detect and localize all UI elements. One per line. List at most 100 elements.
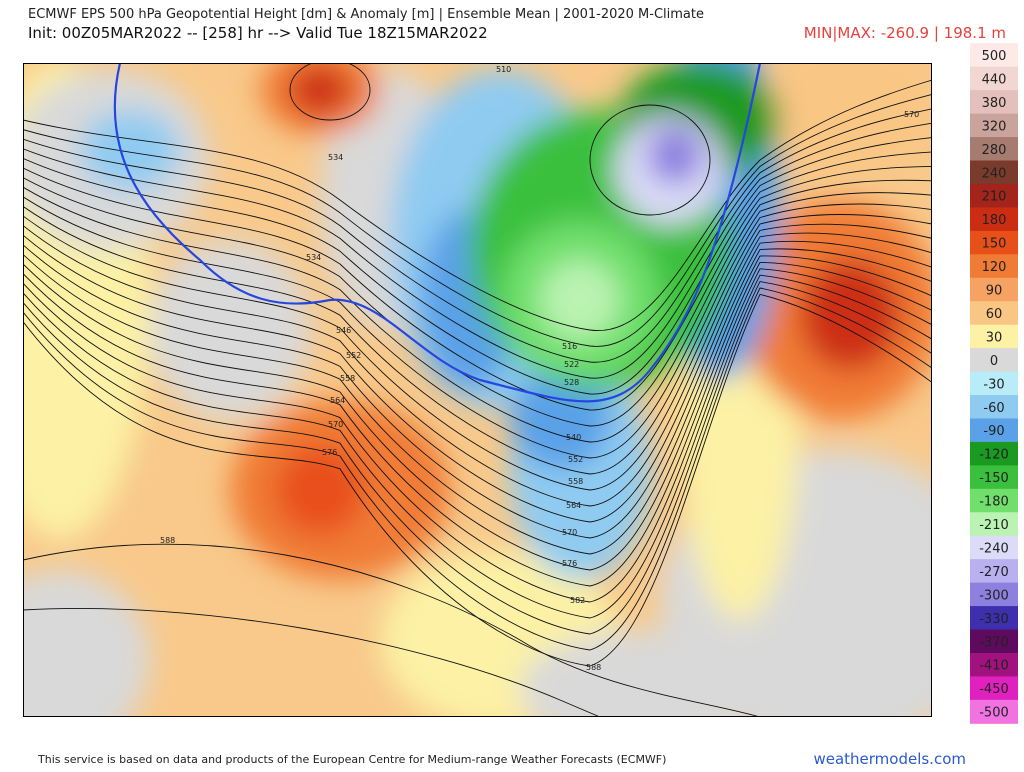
- colorbar-label: -500: [979, 706, 1009, 721]
- contour-line: [23, 261, 932, 587]
- colorbar-cell: [970, 371, 1018, 396]
- contour-label: 528: [564, 378, 579, 387]
- colorbar-cell: [970, 535, 1018, 560]
- colorbar-cell: [970, 113, 1018, 138]
- contour-label: 570: [904, 110, 919, 119]
- contour-labels: 510 534 534 546 552 558 564 570 576 588 …: [160, 65, 919, 672]
- colorbar-cell: [970, 629, 1018, 654]
- colorbar-label: 320: [982, 119, 1007, 134]
- colorbar-label: -300: [979, 588, 1009, 603]
- contours: [23, 63, 932, 717]
- colorbar-label: 240: [982, 166, 1007, 181]
- colorbar-label: -150: [979, 471, 1009, 486]
- contour-label: 588: [586, 663, 601, 672]
- colorbar-cell: [970, 488, 1018, 513]
- contour-label: 588: [160, 536, 175, 545]
- colorbar: 500 440 380 320 280 240 210 180 150 120 90 60 30 0 -30…: [970, 43, 1018, 724]
- colorbar-cell: [970, 512, 1018, 537]
- colorbar-cell: [970, 90, 1018, 115]
- colorbar-label: -330: [979, 612, 1009, 627]
- anomaly-area: [540, 260, 620, 340]
- contour-line: [289, 63, 371, 121]
- anomaly-area: [23, 570, 150, 717]
- contour-label: 582: [570, 596, 585, 605]
- colorbar-cell: [970, 559, 1018, 584]
- contour-label: 564: [566, 501, 581, 510]
- colorbar-cell: [970, 348, 1018, 373]
- colorbar-label: -410: [979, 659, 1009, 674]
- contour-line: [23, 108, 932, 363]
- colorbar-label: 440: [982, 72, 1007, 87]
- site: weathermodels.com: [813, 750, 966, 768]
- contour-label: 546: [336, 326, 351, 335]
- colorbar-cell: [970, 207, 1018, 232]
- colorbar-cell: [970, 395, 1018, 419]
- contour-label: 570: [562, 528, 577, 537]
- contour-line: [23, 203, 932, 475]
- contour-line: [23, 232, 932, 523]
- contour-line: [23, 122, 932, 379]
- colorbar-label: -60: [983, 401, 1004, 416]
- contour-line: [23, 274, 932, 619]
- colorbar-cell: [970, 254, 1018, 279]
- map: 510 534 534 546 552 558 564 570 576 588 …: [23, 63, 932, 717]
- colorbar-cell: [970, 277, 1018, 302]
- contour-line: [23, 293, 932, 667]
- colorbar-label: -240: [979, 541, 1009, 556]
- contour-line: [23, 179, 932, 443]
- contour-label: 570: [328, 420, 343, 429]
- contour-line: [23, 192, 932, 459]
- colorbar-label: 0: [990, 354, 998, 369]
- anomaly-area: [150, 240, 310, 420]
- contour-line: [23, 151, 932, 411]
- colorbar-label: 280: [982, 143, 1007, 158]
- contour-line: [23, 165, 932, 427]
- contour-line: [23, 268, 932, 603]
- colorbar-label: -450: [979, 682, 1009, 697]
- contour-label: 552: [568, 455, 583, 464]
- colorbar-label: 150: [982, 237, 1007, 252]
- colorbar-label: 60: [986, 307, 1003, 322]
- colorbar-label: 500: [982, 49, 1007, 64]
- contour-line: [23, 137, 932, 395]
- colorbar-label: -180: [979, 495, 1009, 510]
- anomaly-area: [800, 260, 900, 370]
- contour-line: [23, 214, 932, 491]
- contour-line: [23, 287, 932, 651]
- colorbar-label: -90: [983, 424, 1004, 439]
- contour-line: [23, 79, 932, 331]
- colorbar-cell: [970, 301, 1018, 326]
- colorbar-cell: [970, 66, 1018, 91]
- colorbar-label: 180: [982, 213, 1007, 228]
- colorbar-label: -120: [979, 448, 1009, 463]
- colorbar-label: -370: [979, 635, 1009, 650]
- colorbar-cell: [970, 676, 1018, 701]
- anomaly-area: [647, 125, 703, 185]
- min-max: MIN|MAX: -260.9 | 198.1 m: [804, 24, 1006, 42]
- contour-label: 558: [340, 374, 355, 383]
- contour-label: 534: [306, 253, 321, 262]
- contour-label: 540: [566, 433, 581, 442]
- contour-line: [23, 240, 932, 539]
- subtitle: Init: 00Z05MAR2022 -- [258] hr --> Valid…: [28, 24, 488, 42]
- zero-line: [113, 63, 762, 403]
- colorbar-cell: [970, 582, 1018, 607]
- contour-label: 576: [322, 448, 337, 457]
- colorbar-cell: [970, 465, 1018, 490]
- anomaly-area: [290, 65, 350, 115]
- colorbar-label: 120: [982, 260, 1007, 275]
- contour-label: 576: [562, 559, 577, 568]
- colorbar-cell: [970, 324, 1018, 349]
- colorbar-cell: [970, 652, 1018, 677]
- anomaly-area: [80, 110, 180, 190]
- colorbar-label: 90: [986, 284, 1003, 299]
- colorbar-label: -30: [983, 377, 1004, 392]
- contour-label: 534: [328, 153, 343, 162]
- colorbar-label: -270: [979, 565, 1009, 580]
- title: ECMWF EPS 500 hPa Geopotential Height [d…: [28, 7, 704, 22]
- colorbar-label: 210: [982, 190, 1007, 205]
- colorbar-label: 30: [986, 330, 1003, 345]
- contour-line: [23, 281, 932, 635]
- colorbar-cell: [970, 606, 1018, 631]
